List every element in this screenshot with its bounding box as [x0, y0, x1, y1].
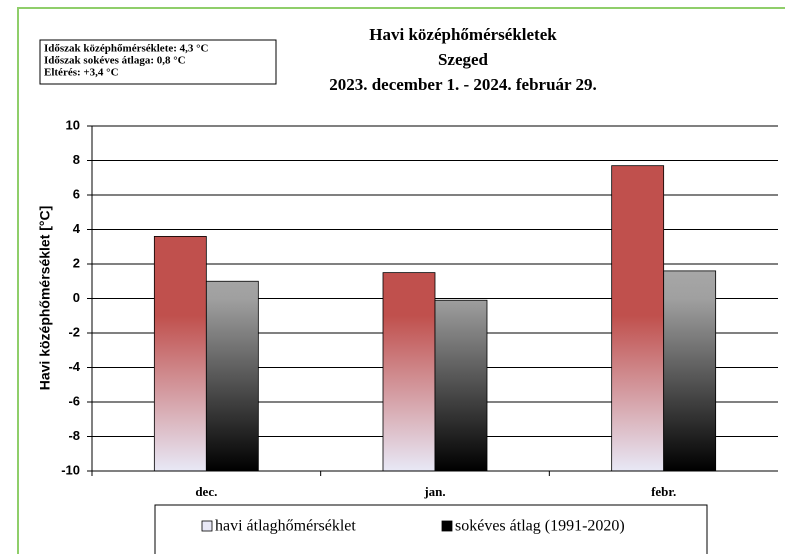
y-tick-label: 10 — [66, 117, 80, 132]
y-tick-label: 2 — [73, 255, 80, 270]
chart-subtitle: Szeged — [438, 50, 489, 69]
legend — [154, 504, 708, 554]
y-tick-label: -4 — [68, 359, 80, 374]
y-tick-label: -8 — [68, 428, 80, 443]
info-line: Időszak sokéves átlaga: 0,8 °C — [44, 55, 186, 67]
bar — [153, 235, 207, 472]
bar — [205, 280, 259, 472]
y-tick-label: 6 — [73, 186, 80, 201]
x-tick-label: dec. — [195, 484, 217, 499]
y-tick-label: 8 — [73, 152, 80, 167]
y-axis-label: Havi középhőmérséklet [°C] — [37, 206, 53, 391]
chart-period: 2023. december 1. - 2024. február 29. — [329, 75, 597, 94]
x-tick-label: jan. — [423, 484, 445, 499]
y-tick-label: -6 — [68, 393, 80, 408]
info-line: Időszak középhőmérséklete: 4,3 °C — [44, 43, 209, 55]
legend-label: havi átlaghőmérséklet — [215, 518, 356, 535]
bar — [382, 272, 436, 472]
bar — [663, 270, 717, 472]
y-tick-label: 0 — [73, 290, 80, 305]
frame — [17, 7, 785, 554]
legend-swatch — [201, 520, 213, 532]
legend-swatch — [441, 520, 453, 532]
y-tick-label: -2 — [68, 324, 80, 339]
chart-title: Havi középhőmérsékletek — [369, 25, 557, 44]
bar — [611, 165, 665, 472]
info-box — [39, 39, 277, 85]
x-tick-label: febr. — [651, 484, 676, 499]
y-tick-label: 4 — [73, 221, 81, 236]
legend-label: sokéves átlag (1991-2020) — [455, 518, 625, 535]
y-tick-label: -10 — [61, 462, 80, 477]
bar — [434, 299, 488, 472]
info-line: Eltérés: +3,4 °C — [44, 67, 119, 79]
